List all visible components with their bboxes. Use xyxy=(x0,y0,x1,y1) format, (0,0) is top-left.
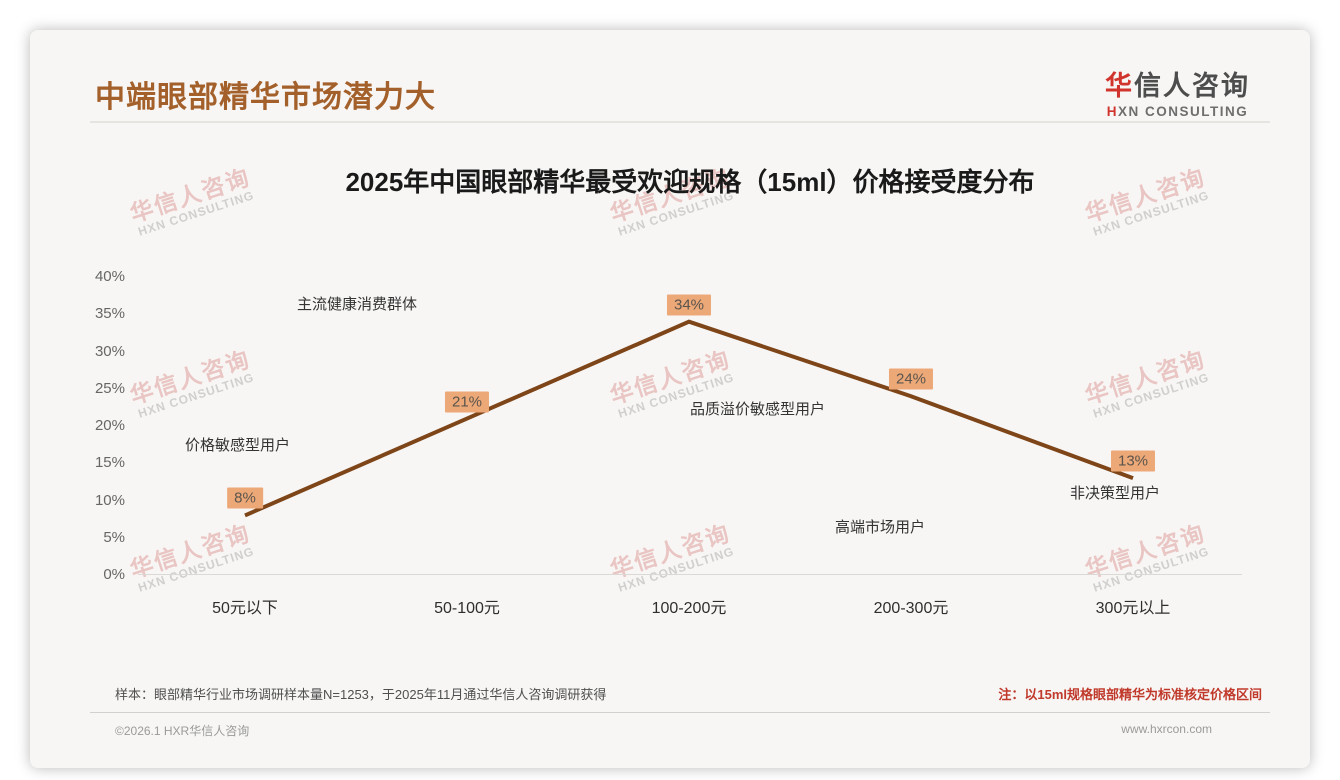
y-axis-tick-label: 10% xyxy=(94,491,125,509)
data-point-label: 8% xyxy=(227,487,263,509)
logo-english-name: HXN CONSULTING xyxy=(1105,104,1250,119)
chart-annotation: 高端市场用户 xyxy=(835,519,926,536)
website-url: www.hxrcon.com xyxy=(1121,722,1212,736)
sample-footnote: 样本：眼部精华行业市场调研样本量N=1253，于2025年11月通过华信人咨询调… xyxy=(115,687,607,702)
data-point-label: 34% xyxy=(666,294,712,316)
logo-chinese-name: 华信人咨询 xyxy=(1105,64,1250,103)
copyright-text: ©2026.1 HXR华信人咨询 xyxy=(115,724,250,738)
logo-cn-accent: 华 xyxy=(1105,71,1134,101)
chart-annotation: 主流健康消费群体 xyxy=(297,296,418,313)
logo-en-rest: XN CONSULTING xyxy=(1118,104,1249,119)
logo-cn-rest: 信人咨询 xyxy=(1134,71,1250,101)
slide-card: 华信人咨询 HXN CONSULTING 华信人咨询 HXN CONSULTING 华信… xyxy=(30,30,1310,768)
chart-annotation: 品质溢价敏感型用户 xyxy=(690,401,826,418)
data-point-label: 24% xyxy=(888,368,934,390)
footer-divider xyxy=(90,712,1270,713)
logo-en-accent: H xyxy=(1106,104,1118,119)
trend-line xyxy=(244,319,1134,518)
y-axis-tick-label: 15% xyxy=(94,454,125,472)
x-axis-category-label: 100-200元 xyxy=(651,600,727,617)
x-axis-category-label: 200-300元 xyxy=(873,600,949,617)
company-logo: 华信人咨询 HXN CONSULTING xyxy=(1105,64,1250,119)
x-axis-category-label: 300元以上 xyxy=(1095,600,1171,617)
y-axis-tick-label: 35% xyxy=(94,305,125,323)
y-axis-tick-label: 25% xyxy=(94,379,125,397)
y-axis-tick-label: 0% xyxy=(103,566,125,583)
price-footnote: 注：以15ml规格眼部精华为标准核定价格区间 xyxy=(998,687,1262,702)
y-axis-tick-label: 40% xyxy=(94,268,125,285)
chart-annotation: 价格敏感型用户 xyxy=(185,437,291,454)
y-axis-tick-label: 20% xyxy=(94,417,125,434)
data-point-label: 13% xyxy=(1110,450,1156,472)
trend-line-svg xyxy=(244,319,1134,518)
x-axis-line xyxy=(138,574,1242,575)
chart-title: 2025年中国眼部精华最受欢迎规格（15ml）价格接受度分布 xyxy=(345,167,1035,197)
page-title: 中端眼部精华市场潜力大 xyxy=(95,81,436,114)
y-axis-tick-label: 30% xyxy=(94,342,125,360)
x-axis-category-label: 50元以下 xyxy=(212,600,278,617)
y-axis-tick-label: 5% xyxy=(103,528,125,546)
header-divider xyxy=(90,121,1270,123)
chart-annotation: 非决策型用户 xyxy=(1070,485,1161,502)
data-point-label: 21% xyxy=(444,391,490,413)
x-axis-category-label: 50-100元 xyxy=(434,600,500,617)
